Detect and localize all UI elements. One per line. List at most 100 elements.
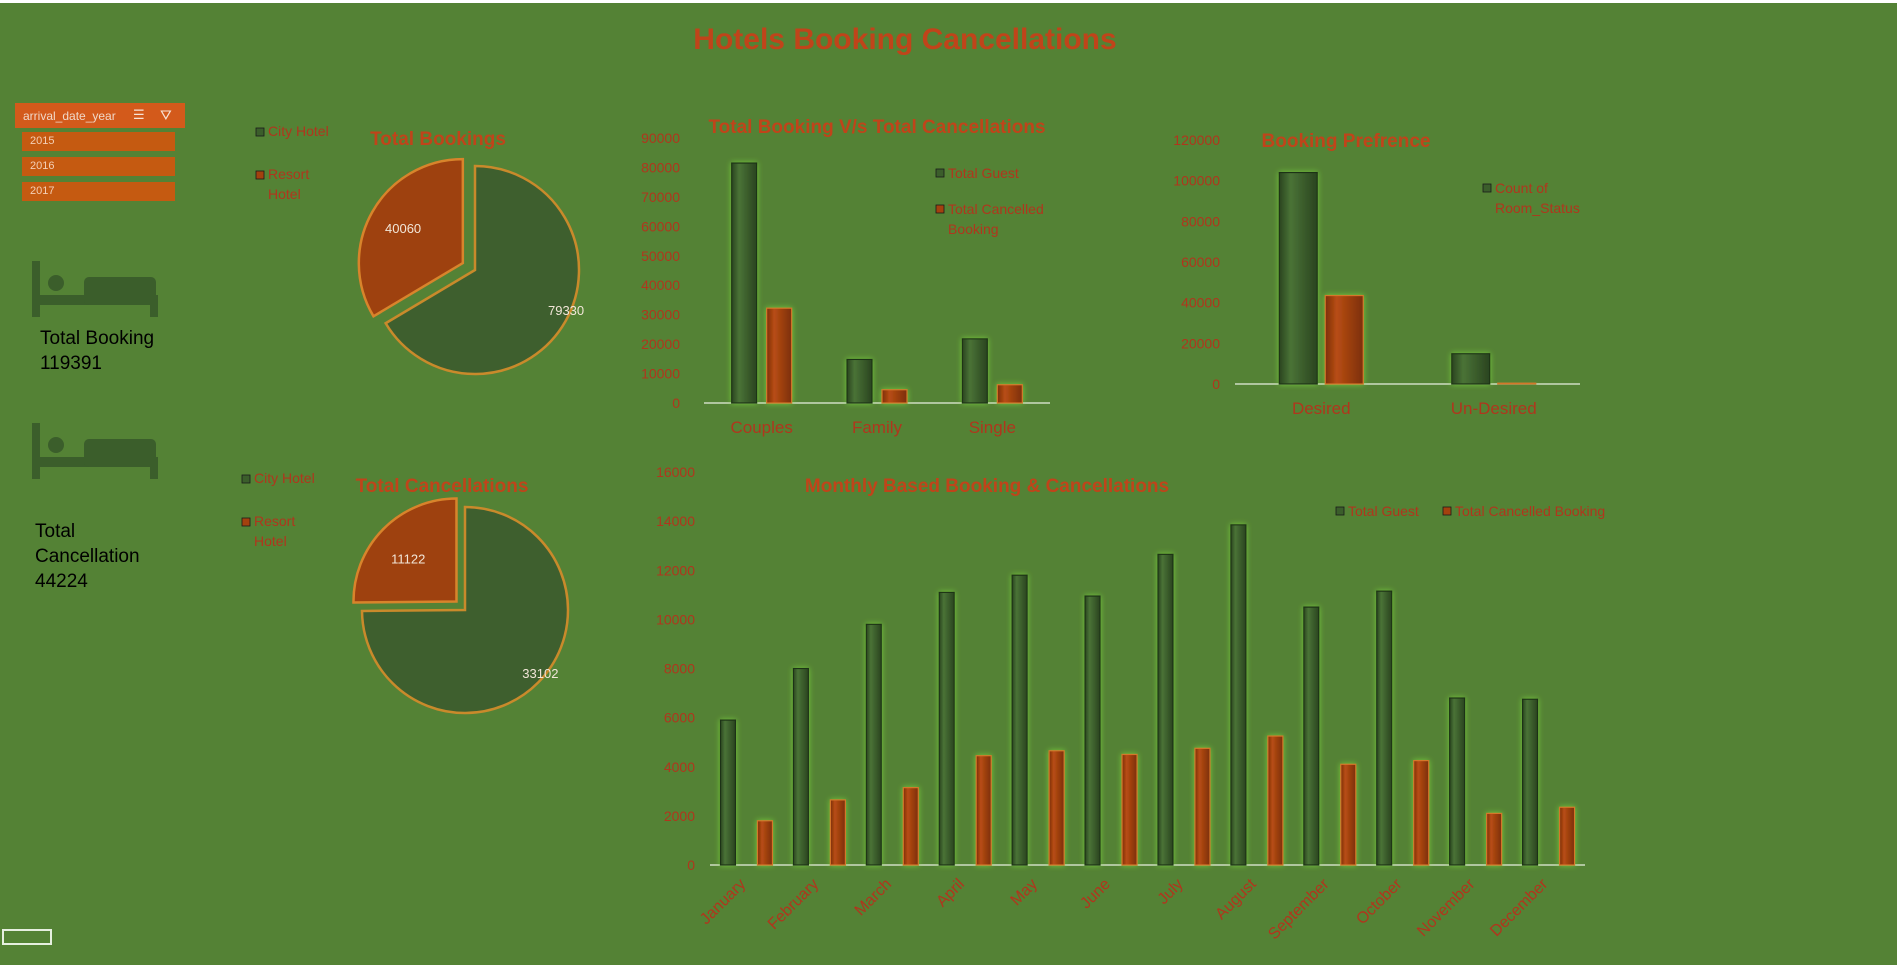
bed-icon (32, 261, 158, 317)
monthly-booking-bar-green (719, 719, 737, 866)
monthly-booking-bar-green (1084, 595, 1101, 866)
legend-monthly-booking-0: Total Guest (1348, 503, 1419, 519)
booking-preference-ytick: 120000 (1173, 132, 1220, 148)
booking-preference-ytick: 100000 (1173, 173, 1220, 189)
clear-filter-icon[interactable]: ⛛ (160, 107, 172, 123)
cell-selection-box[interactable] (2, 929, 52, 945)
monthly-booking-bar-orange (1558, 806, 1576, 866)
legend-total-bookings-city: City Hotel (268, 123, 329, 139)
booking-vs-cancellations-ytick: 20000 (641, 336, 680, 352)
monthly-booking-xtick: October (1353, 875, 1406, 928)
booking-preference-title: Booking Prefrence (1262, 131, 1431, 152)
legend-booking-vs-cancellations-1: Total Cancelled (948, 201, 1044, 217)
monthly-booking-bar-orange (1194, 747, 1211, 866)
year-slicer[interactable]: arrival_date_year ☰ ⛛ 2015 2016 2017 (15, 103, 185, 207)
slicer-item-2015[interactable]: 2015 (22, 132, 175, 151)
monthly-booking-xtick: June (1077, 876, 1114, 913)
monthly-booking-bar-green (1449, 697, 1466, 866)
total-bookings-slice-resort (357, 157, 465, 319)
monthly-booking-xtick: April (933, 876, 968, 911)
monthly-booking-bar-green (938, 591, 955, 866)
booking-preference-bar-green (1278, 171, 1318, 385)
booking-preference-ytick: 80000 (1181, 213, 1220, 229)
booking-vs-cancellations-ytick: 10000 (641, 366, 680, 382)
monthly-booking-bar-green (1011, 574, 1028, 866)
legend-total-cancellations-resort: Hotel (254, 533, 287, 549)
monthly-booking-bar-orange (1048, 750, 1065, 866)
monthly-booking-ytick: 6000 (664, 710, 695, 726)
booking-vs-cancellations-ytick: 0 (672, 395, 680, 411)
monthly-booking-xtick: August (1212, 875, 1260, 923)
booking-vs-cancellations-bar-green (846, 358, 873, 404)
booking-preference-xtick: Un-Desired (1451, 399, 1537, 418)
booking-vs-cancellations-ytick: 40000 (641, 277, 680, 293)
monthly-booking-xtick: May (1008, 876, 1041, 909)
legend-booking-vs-cancellations-1: Booking (948, 221, 999, 237)
monthly-booking-xtick: March (852, 876, 895, 919)
bed-icon (32, 423, 158, 479)
slicer-item-2017[interactable]: 2017 (22, 182, 175, 201)
multi-select-icon[interactable]: ☰ (133, 107, 145, 122)
slicer-field-label: arrival_date_year (23, 109, 116, 123)
booking-preference-ytick: 20000 (1181, 335, 1220, 351)
monthly-booking-bar-orange (975, 755, 992, 866)
slicer-header: arrival_date_year ☰ ⛛ (15, 103, 185, 128)
booking-preference-bar-green (1451, 353, 1491, 385)
booking-vs-cancellations-ytick: 70000 (641, 189, 680, 205)
booking-preference-bar-orange (1497, 382, 1537, 385)
booking-vs-cancellations-title: Total Booking V/s Total Cancellations (708, 117, 1045, 138)
total-cancellation-value: 44224 (35, 571, 88, 592)
monthly-booking-bar-orange (829, 799, 846, 866)
legend-booking-preference-0: Count of (1495, 180, 1548, 196)
total-cancellations-slice-city (360, 505, 570, 715)
monthly-booking-ytick: 12000 (656, 562, 695, 578)
monthly-booking-bar-green (1303, 606, 1320, 866)
booking-preference-ytick: 0 (1212, 376, 1220, 392)
total-bookings-slice-city (383, 164, 581, 376)
booking-vs-cancellations-bar-green (961, 338, 988, 404)
legend-total-cancellations-city: City Hotel (254, 470, 315, 486)
dashboard-title: Hotels Booking Cancellations (693, 23, 1117, 56)
booking-vs-cancellations-ytick: 60000 (641, 218, 680, 234)
booking-vs-cancellations-bar-orange (996, 384, 1023, 404)
monthly-booking-bar-green (1157, 553, 1174, 866)
booking-vs-cancellations-xtick: Single (969, 418, 1016, 437)
monthly-booking-xtick: July (1155, 876, 1187, 908)
total-bookings-chart: Total Bookings City Hotel Resort Hotel 79330… (255, 123, 584, 376)
monthly-booking-ytick: 10000 (656, 611, 695, 627)
monthly-booking-xtick: December (1487, 875, 1552, 940)
monthly-booking-xtick: September (1265, 875, 1333, 943)
total-cancellations-slice-resort (352, 497, 458, 604)
total-cancellations-chart: Total Cancellations City Hotel Resort Hotel… (241, 470, 570, 715)
slicer-item-2016[interactable]: 2016 (22, 157, 175, 176)
monthly-booking-bar-orange (1267, 735, 1284, 866)
monthly-booking-bar-green (1521, 698, 1539, 866)
legend-total-cancellations-resort: Resort (254, 513, 295, 529)
total-bookings-label-city: 79330 (548, 303, 584, 318)
dashboard-canvas: Hotels Booking Cancellations arrival_dat… (0, 3, 1897, 965)
monthly-booking-title: Monthly Based Booking & Cancellations (805, 476, 1169, 497)
booking-vs-cancellations-ytick: 90000 (641, 130, 680, 146)
total-cancellations-title: Total Cancellations (356, 476, 529, 497)
booking-vs-cancellations-xtick: Family (852, 418, 903, 437)
monthly-booking-ytick: 14000 (656, 513, 695, 529)
booking-vs-cancellations-ytick: 30000 (641, 307, 680, 323)
total-cancellation-kpi: Total Cancellation 44224 (35, 519, 140, 594)
monthly-booking-bar-green (865, 623, 882, 866)
monthly-booking-xtick: February (765, 876, 822, 933)
booking-vs-cancellations-xtick: Couples (730, 418, 792, 437)
monthly-booking-bar-orange (1340, 763, 1357, 866)
legend-total-bookings-resort: Hotel (268, 186, 301, 202)
legend-total-bookings-resort: Resort (268, 166, 309, 182)
monthly-booking-bar-green (1230, 524, 1247, 866)
total-cancellation-label-1: Total (35, 521, 76, 542)
monthly-booking-bar-green (1376, 590, 1393, 866)
booking-vs-cancellations-chart: Total Booking V/s Total Cancellations 0 10… (641, 117, 1050, 437)
total-booking-value: 119391 (40, 353, 102, 374)
monthly-booking-bar-orange (1413, 760, 1430, 866)
booking-vs-cancellations-bar-green (731, 162, 758, 404)
monthly-booking-bar-orange (1121, 753, 1138, 866)
booking-vs-cancellations-bar-orange (766, 307, 793, 404)
monthly-booking-bar-orange (756, 820, 774, 866)
total-cancellations-label-resort: 11122 (391, 552, 425, 567)
